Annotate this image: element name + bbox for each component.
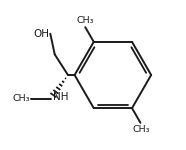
Text: CH₃: CH₃ [132,125,150,134]
Text: CH₃: CH₃ [76,16,94,25]
Text: OH: OH [33,29,50,39]
Text: NH: NH [53,92,69,102]
Text: CH₃: CH₃ [12,94,30,103]
